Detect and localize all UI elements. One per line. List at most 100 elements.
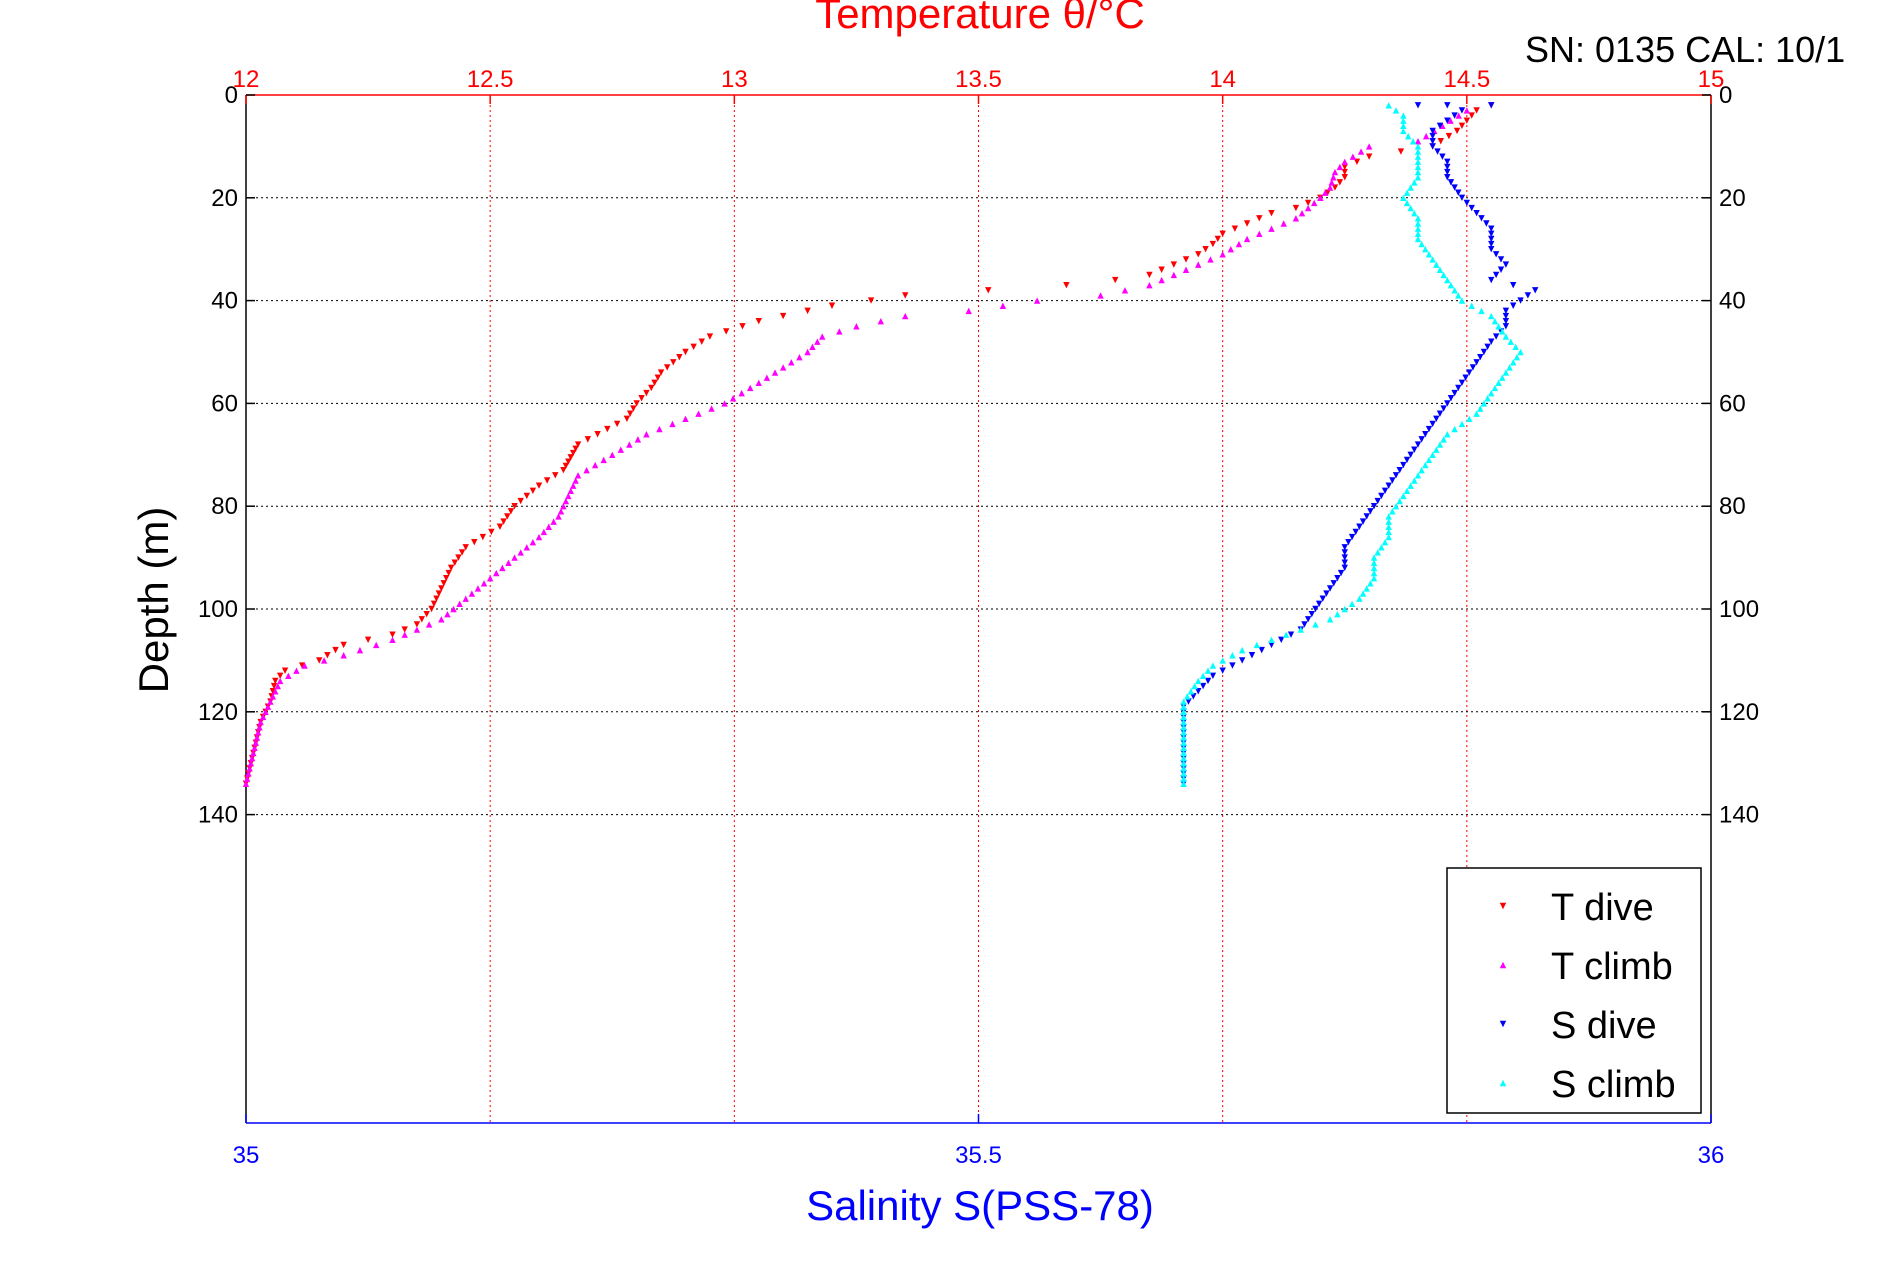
data-point-t-climb-interp bbox=[1447, 117, 1454, 124]
data-point-t-dive-interp bbox=[630, 405, 637, 412]
data-point-t-climb-interp bbox=[729, 395, 737, 402]
data-point-t-dive bbox=[413, 621, 421, 628]
data-point-t-climb bbox=[1170, 271, 1178, 279]
data-point-s-dive-interp bbox=[1348, 533, 1356, 541]
data-point-t-climb-interp bbox=[617, 446, 624, 453]
data-point-t-climb bbox=[779, 364, 787, 371]
data-point-t-dive-interp bbox=[507, 508, 515, 515]
data-point-s-climb bbox=[1385, 513, 1392, 520]
data-point-s-dive bbox=[1532, 287, 1539, 294]
data-point-t-climb bbox=[247, 760, 255, 767]
data-point-s-dive bbox=[1444, 117, 1451, 124]
data-point-t-climb-interp bbox=[583, 467, 590, 474]
data-point-t-climb bbox=[853, 323, 860, 330]
data-point-s-dive-interp bbox=[1488, 230, 1495, 237]
data-point-t-dive bbox=[1365, 153, 1373, 160]
data-point-t-climb-interp bbox=[1280, 220, 1287, 227]
data-point-t-dive bbox=[902, 292, 909, 299]
tick-labels: 12 12.5 13 13.5 14 14.5 15 35 35.5 36 0 0 20 20 40 40 60… bbox=[198, 66, 1759, 1169]
data-point-t-climb-interp bbox=[468, 590, 476, 597]
data-point-s-climb bbox=[1444, 276, 1451, 284]
data-point-t-dive bbox=[272, 677, 279, 685]
data-point-t-dive bbox=[648, 384, 655, 392]
data-point-t-climb-interp bbox=[600, 456, 607, 464]
data-point-t-climb-interp bbox=[244, 775, 251, 782]
data-point-s-dive-interp bbox=[1477, 353, 1484, 361]
data-point-s-climb bbox=[1370, 554, 1378, 561]
data-point-t-climb bbox=[535, 533, 543, 541]
data-point-s-climb-interp bbox=[1367, 580, 1374, 587]
top-tick-label: 14 bbox=[1209, 66, 1236, 93]
data-point-t-climb bbox=[438, 616, 445, 623]
data-point-s-climb-interp bbox=[1405, 132, 1412, 140]
data-point-s-dive bbox=[1458, 194, 1466, 201]
data-point-s-dive-interp bbox=[1374, 497, 1381, 505]
data-point-s-climb-interp bbox=[1378, 544, 1385, 551]
data-point-s-dive-interp bbox=[1447, 395, 1455, 402]
left-tick-label: 140 bbox=[198, 802, 238, 829]
data-point-s-dive bbox=[1429, 127, 1436, 135]
data-point-t-climb bbox=[819, 333, 826, 340]
data-point-s-dive bbox=[1400, 461, 1407, 469]
data-point-s-climb-interp bbox=[1407, 204, 1414, 212]
data-point-s-dive-interp bbox=[1510, 302, 1517, 309]
data-point-t-dive-interp bbox=[654, 374, 662, 381]
left-tick-label: 0 bbox=[225, 82, 238, 109]
data-point-t-climb-interp bbox=[1422, 132, 1430, 140]
data-point-s-dive-interp bbox=[1451, 389, 1458, 397]
data-point-t-climb-interp bbox=[1349, 153, 1357, 160]
data-point-s-climb bbox=[1488, 312, 1495, 320]
data-point-s-dive bbox=[1195, 688, 1202, 695]
data-point-t-dive-interp bbox=[523, 492, 530, 500]
data-point-t-climb bbox=[965, 307, 972, 315]
data-point-s-dive bbox=[1502, 261, 1510, 268]
data-point-t-dive-interp bbox=[440, 580, 447, 587]
data-point-t-climb bbox=[804, 348, 811, 356]
data-point-t-climb-interp bbox=[264, 703, 272, 710]
data-point-t-climb-interp bbox=[262, 708, 269, 715]
data-point-t-climb-interp bbox=[1298, 210, 1306, 217]
data-point-t-dive bbox=[1170, 261, 1178, 268]
data-point-t-climb-interp bbox=[493, 569, 500, 577]
right-tick-label: 140 bbox=[1719, 802, 1759, 829]
data-point-s-dive-interp bbox=[1229, 662, 1236, 669]
bottom-tick-label: 36 bbox=[1698, 1142, 1725, 1169]
data-point-t-climb bbox=[1317, 194, 1324, 201]
data-point-s-dive-interp bbox=[1190, 693, 1197, 700]
y-axis-title: Depth (m) bbox=[130, 507, 177, 694]
data-point-t-climb bbox=[1414, 138, 1422, 145]
data-point-s-climb-interp bbox=[1370, 569, 1378, 577]
data-point-t-climb bbox=[574, 472, 582, 479]
data-point-t-dive-interp bbox=[1304, 199, 1312, 207]
data-point-s-climb-interp bbox=[1180, 770, 1187, 777]
data-point-s-climb bbox=[1414, 143, 1422, 150]
data-point-t-climb-interp bbox=[1268, 225, 1275, 232]
data-point-t-dive-interp bbox=[739, 323, 746, 330]
data-point-s-dive-interp bbox=[1429, 132, 1436, 140]
data-point-t-dive-interp bbox=[676, 353, 683, 361]
data-point-s-climb bbox=[1370, 574, 1378, 582]
data-point-t-dive bbox=[389, 631, 396, 638]
data-point-t-climb-interp bbox=[562, 497, 570, 505]
data-point-t-dive bbox=[1195, 251, 1202, 258]
data-point-s-climb-interp bbox=[1411, 477, 1418, 484]
data-point-s-climb-interp bbox=[1414, 230, 1422, 237]
data-point-s-dive-interp bbox=[1396, 467, 1403, 474]
data-point-s-dive-interp bbox=[1403, 456, 1411, 464]
data-point-s-dive bbox=[1341, 564, 1348, 572]
data-point-s-climb-interp bbox=[1407, 184, 1414, 191]
data-point-s-dive-interp bbox=[1434, 148, 1441, 155]
data-point-t-dive bbox=[1341, 174, 1348, 181]
data-point-s-climb-interp bbox=[1477, 405, 1484, 412]
data-point-s-climb-interp bbox=[1389, 508, 1396, 515]
data-point-t-climb bbox=[1326, 184, 1334, 191]
data-point-t-dive-interp bbox=[1353, 158, 1361, 166]
data-point-t-dive-interp bbox=[529, 487, 537, 494]
data-point-t-climb-interp bbox=[356, 646, 364, 654]
data-point-t-climb-interp bbox=[626, 441, 633, 448]
data-point-t-climb-interp bbox=[413, 626, 421, 633]
data-point-t-dive-interp bbox=[1231, 225, 1239, 232]
data-point-t-dive-interp bbox=[332, 646, 339, 654]
data-point-t-climb bbox=[301, 662, 308, 669]
